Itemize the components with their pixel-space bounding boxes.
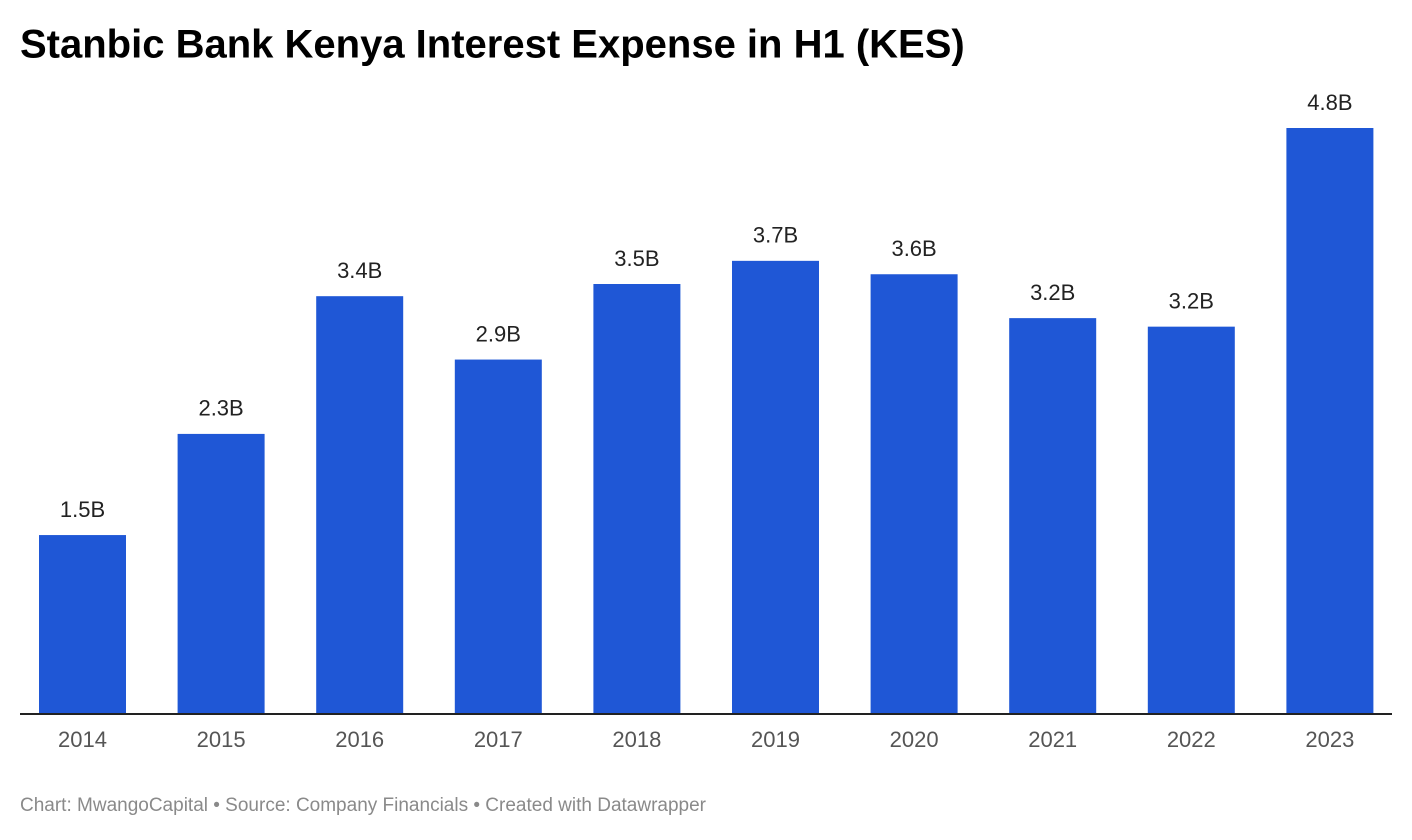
bar	[593, 284, 681, 713]
value-label: 3.4B	[337, 258, 382, 283]
bar	[1009, 318, 1097, 713]
footer: Chart: MwangoCapital • Source: Company F…	[20, 795, 707, 816]
bar	[177, 433, 265, 713]
x-tick-label: 2015	[197, 727, 246, 752]
x-tick-label: 2018	[612, 727, 661, 752]
bar	[316, 296, 404, 713]
value-label: 2.3B	[198, 396, 243, 421]
bar	[1286, 128, 1374, 713]
x-tick-label: 2017	[474, 727, 523, 752]
value-label: 2.9B	[476, 321, 521, 346]
x-tick-label: 2023	[1305, 727, 1354, 752]
chart-title: Stanbic Bank Kenya Interest Expense in H…	[20, 23, 965, 67]
value-label: 1.5B	[60, 497, 105, 522]
bar	[39, 535, 126, 713]
value-label: 3.6B	[891, 236, 936, 261]
bar	[732, 260, 819, 713]
x-tick-label: 2020	[890, 727, 939, 752]
value-label: 3.5B	[614, 246, 659, 271]
x-tick-label: 2022	[1167, 727, 1216, 752]
x-tick-label: 2014	[58, 727, 107, 752]
value-label: 3.2B	[1169, 288, 1214, 313]
value-label: 4.8B	[1307, 90, 1352, 115]
bar	[1147, 326, 1235, 713]
x-tick-label: 2016	[335, 727, 384, 752]
bar	[870, 274, 958, 713]
bar	[454, 359, 542, 713]
x-tick-label: 2019	[751, 727, 800, 752]
value-label: 3.2B	[1030, 280, 1075, 305]
x-tick-label: 2021	[1028, 727, 1077, 752]
value-label: 3.7B	[753, 223, 798, 248]
